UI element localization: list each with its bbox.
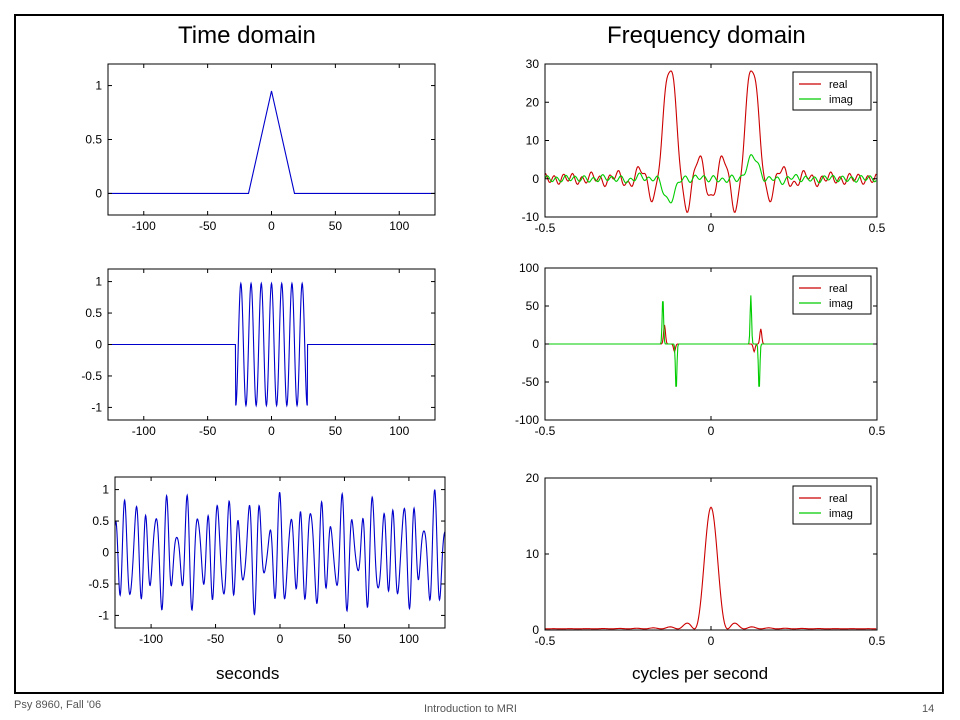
- y-tick-label: -0.5: [88, 577, 109, 591]
- legend-box: [792, 275, 872, 315]
- y-tick-label: 0: [532, 337, 539, 351]
- x-tick-label: 0: [708, 221, 715, 235]
- footer-topic: Introduction to MRI: [424, 703, 517, 715]
- legend-label-real: real: [829, 493, 847, 505]
- y-tick-label: 10: [526, 134, 540, 148]
- legend-box: [792, 71, 872, 111]
- y-tick-label: 10: [526, 547, 540, 561]
- x-tick-label: 50: [329, 219, 343, 233]
- x-tick-label: 0: [708, 634, 715, 648]
- y-tick-label: 0: [95, 338, 102, 352]
- y-tick-label: -0.5: [81, 369, 102, 383]
- y-tick-label: 0: [102, 546, 109, 560]
- legend-label-real: real: [829, 79, 847, 91]
- x-tick-label: 50: [338, 632, 352, 646]
- page-number: 14: [922, 703, 935, 715]
- x-tick-label: -50: [199, 219, 217, 233]
- legend: real imag: [792, 71, 872, 111]
- legend: real imag: [792, 485, 872, 525]
- x-tick-label: 100: [389, 219, 409, 233]
- time-1-plot: -100 -50 0 50 100 0 0.5 1: [85, 63, 436, 233]
- legend-label-imag: imag: [829, 508, 853, 520]
- real-series-line: [545, 506, 877, 630]
- y-tick-label: 1: [95, 275, 102, 289]
- y-tick-label: 0: [532, 172, 539, 186]
- x-tick-label: -100: [132, 219, 156, 233]
- y-tick-label: -100: [515, 413, 539, 427]
- slide-frame: [14, 14, 944, 694]
- footer-course: Psy 8960, Fall '06: [14, 699, 102, 711]
- x-tick-label: 0.5: [869, 634, 886, 648]
- y-tick-label: 1: [102, 483, 109, 497]
- y-tick-label: 0: [532, 623, 539, 637]
- y-tick-label: 50: [526, 299, 540, 313]
- y-tick-label: 0.5: [85, 133, 102, 147]
- time-2-plot: -100 -50 0 50 100 -1 -0.5 0 0.5 1: [81, 268, 436, 438]
- legend-label-imag: imag: [829, 94, 853, 106]
- x-tick-label: 0: [268, 424, 275, 438]
- x-tick-label: -50: [207, 632, 225, 646]
- y-tick-label: 20: [526, 95, 540, 109]
- y-tick-label: 1: [95, 79, 102, 93]
- x-tick-label: -100: [139, 632, 163, 646]
- real-series-line: [545, 70, 877, 213]
- x-tick-label: -0.5: [535, 221, 556, 235]
- y-tick-label: 0: [95, 186, 102, 200]
- x-tick-label: 0: [268, 219, 275, 233]
- x-tick-label: 100: [389, 424, 409, 438]
- frequency-xlabel: cycles per second: [632, 664, 769, 683]
- time-signal: [115, 489, 445, 616]
- legend: real imag: [792, 275, 872, 315]
- y-tick-label: 30: [526, 57, 540, 71]
- imag-series-line: [545, 154, 877, 204]
- x-tick-label: -0.5: [535, 634, 556, 648]
- x-tick-label: 100: [399, 632, 419, 646]
- time-signal: [108, 281, 435, 408]
- x-tick-label: 0: [708, 424, 715, 438]
- y-tick-label: 0.5: [92, 514, 109, 528]
- x-tick-label: 0.5: [869, 221, 886, 235]
- x-tick-label: -50: [199, 424, 217, 438]
- freq-1-plot: -0.5 0 0.5 -10 0 10 20 30 real imag: [522, 57, 886, 235]
- time-xlabel: seconds: [216, 664, 280, 683]
- y-tick-label: -50: [522, 375, 540, 389]
- x-tick-label: -0.5: [535, 424, 556, 438]
- real-series-line: [545, 324, 877, 354]
- y-tick-label: 20: [526, 471, 540, 485]
- y-tick-label: -1: [98, 608, 109, 622]
- y-tick-label: 100: [519, 261, 539, 275]
- time-3-plot: -100 -50 0 50 100 -1 -0.5 0 0.5 1: [88, 476, 446, 646]
- legend-box: [792, 485, 872, 525]
- y-tick-label: -10: [522, 210, 540, 224]
- time-domain-title: Time domain: [178, 22, 316, 49]
- freq-2-plot: -0.5 0 0.5 -100 -50 0 50 100 real imag: [515, 261, 886, 438]
- x-tick-label: 0: [277, 632, 284, 646]
- y-tick-label: -1: [91, 400, 102, 414]
- x-tick-label: -100: [132, 424, 156, 438]
- frequency-domain-title: Frequency domain: [607, 22, 806, 49]
- y-tick-label: 0.5: [85, 306, 102, 320]
- legend-label-imag: imag: [829, 298, 853, 310]
- time-signal: [108, 90, 435, 194]
- x-tick-label: 0.5: [869, 424, 886, 438]
- legend-label-real: real: [829, 283, 847, 295]
- imag-series-line: [545, 295, 877, 387]
- axes-box: [107, 63, 436, 216]
- x-tick-label: 50: [329, 424, 343, 438]
